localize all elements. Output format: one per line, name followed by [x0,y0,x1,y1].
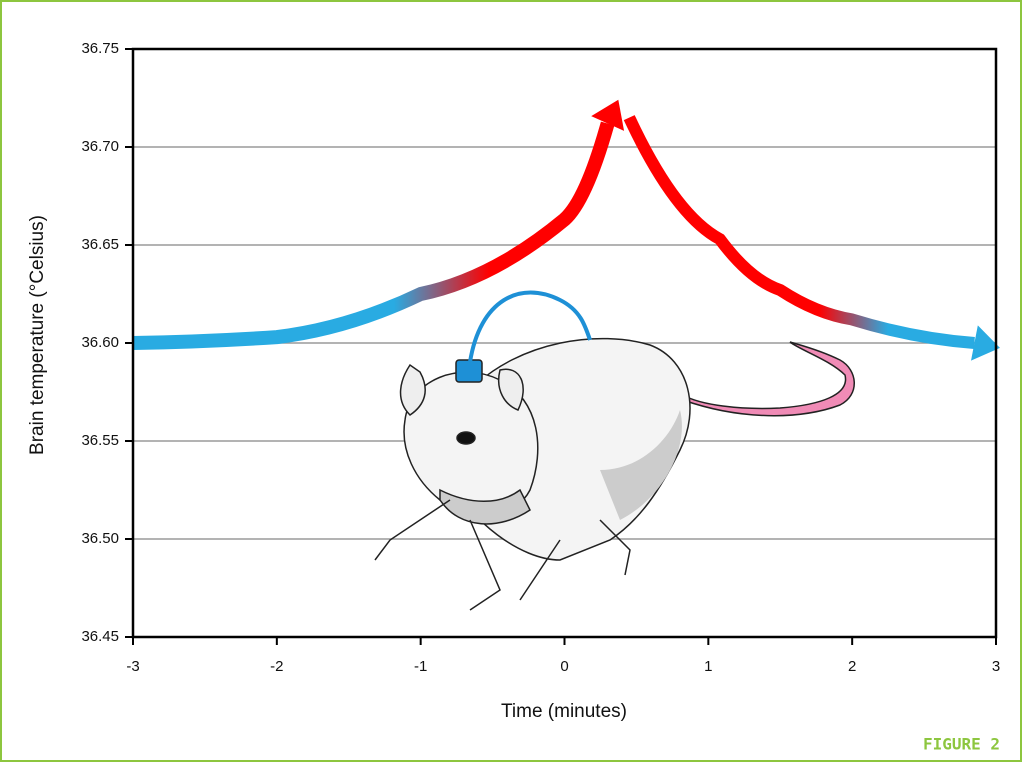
figure-label: FIGURE 2 [923,735,1000,754]
trend-arrow [623,115,975,349]
y-tick-label: 36.75 [81,40,119,57]
x-tick-label: -2 [270,658,283,675]
x-tick-label: 2 [848,658,856,675]
y-tick-label: 36.55 [81,432,119,449]
x-tick-label: -3 [126,658,139,675]
arrow-head [591,99,625,131]
y-tick-label: 36.45 [81,628,119,645]
series-layer [132,99,1000,361]
x-tick-label: 3 [992,658,1000,675]
rat-illustration [374,290,855,611]
x-tick-label: -1 [414,658,427,675]
y-tick-label: 36.65 [81,236,119,253]
x-axis-title: Time (minutes) [501,701,627,722]
x-tick-label: 1 [704,658,712,675]
x-tick-label: 0 [560,658,568,675]
y-tick-label: 36.70 [81,138,119,155]
y-tick-label: 36.60 [81,334,119,351]
y-axis-title: Brain temperature (°Celsius) [27,215,48,455]
y-tick-label: 36.50 [81,530,119,547]
arrow-head [971,325,1000,361]
trend-arrow [132,121,615,350]
